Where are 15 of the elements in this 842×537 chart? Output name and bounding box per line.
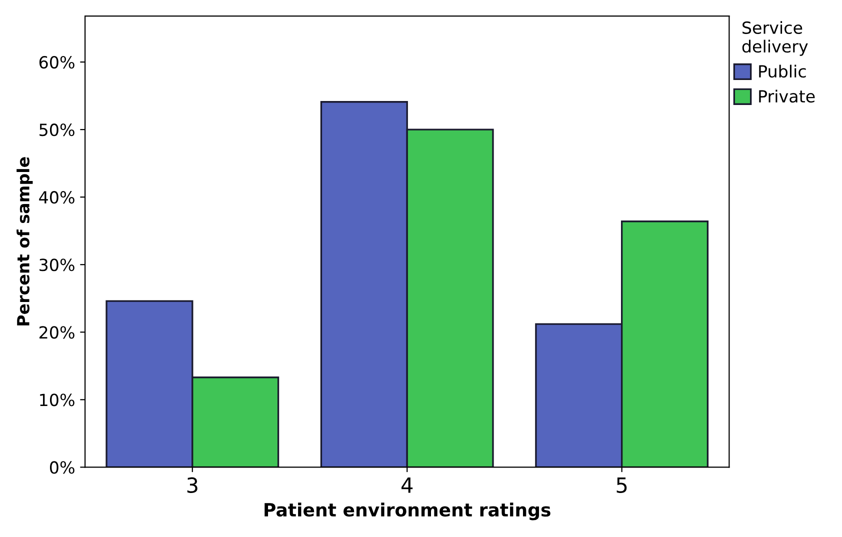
legend-title: Service delivery (742, 21, 808, 56)
x-tick-label: 3 (187, 477, 198, 494)
x-tick-label: 4 (402, 478, 413, 493)
y-tick-label: 20% (39, 326, 74, 339)
y-tick-label: 60% (39, 56, 74, 69)
y-tick-label: 30% (40, 258, 74, 272)
x-tick-label: 5 (616, 478, 627, 494)
y-tick-label: 40% (39, 191, 74, 204)
legend-label: Public (759, 64, 806, 78)
y-tick-label: 50% (40, 124, 74, 136)
legend-label: Private (759, 90, 815, 103)
y-tick-label: 10% (40, 394, 74, 406)
y-tick-label: 0% (50, 461, 74, 474)
y-axis-title: Percent of sample (16, 157, 33, 326)
x-axis-title: Patient environment ratings (264, 502, 550, 520)
